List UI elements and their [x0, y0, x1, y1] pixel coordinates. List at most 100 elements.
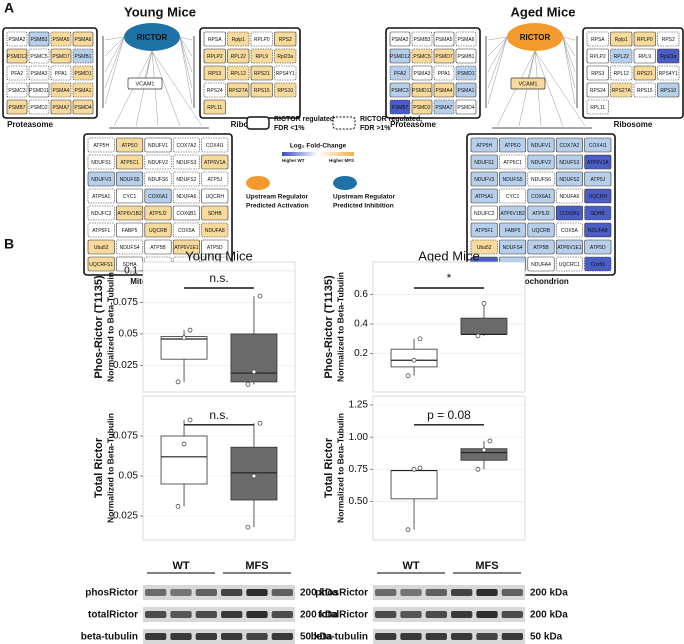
- gene-node: [499, 154, 527, 170]
- blot-band: [246, 611, 268, 618]
- gene-node: [201, 205, 229, 221]
- gene-node: [555, 188, 583, 204]
- panel-label: A: [4, 0, 14, 16]
- gene-node: [527, 222, 555, 238]
- blot-band: [425, 633, 447, 640]
- gene-node: [250, 65, 273, 81]
- gene-label: PSMA5: [436, 37, 453, 43]
- gene-node: [455, 99, 477, 115]
- y-tick-label: 0.2: [354, 348, 368, 359]
- legend-solid: [246, 116, 270, 130]
- gene-label: ATP5J: [207, 177, 222, 183]
- gene-label: ATP6V1A: [204, 160, 226, 166]
- blot-size-label: 200 kDa: [530, 588, 568, 599]
- edge: [562, 36, 576, 89]
- gene-label: UQCRFS1: [89, 262, 113, 268]
- gene-node: [6, 65, 28, 81]
- gene-label: PSMD1: [74, 71, 91, 77]
- gene-node: [201, 171, 229, 187]
- legend-scale-title: Log₂ Fold-Change: [290, 143, 347, 150]
- y-tick-label: 0.075: [113, 297, 138, 308]
- gene-label: COX5A: [178, 228, 196, 234]
- gene-label: Uba52: [477, 245, 492, 251]
- gene-label: COX6B1: [177, 211, 197, 217]
- gene-label: SDHB: [591, 211, 606, 217]
- edge: [179, 36, 193, 73]
- gene-node: [470, 188, 498, 204]
- gene-node: [433, 48, 455, 64]
- legend-scale-low: Higher WT: [282, 158, 305, 163]
- blot-row-label: totalRictor: [318, 610, 368, 621]
- gene-node: [172, 188, 200, 204]
- gene-node: [470, 239, 498, 255]
- gene-label: RPS4Y1: [659, 71, 678, 77]
- gene-node: [87, 222, 115, 238]
- gene-node: [555, 239, 583, 255]
- gene-label: PSMC3: [8, 88, 25, 94]
- gene-node: [50, 65, 72, 81]
- edge: [179, 36, 193, 89]
- gene-label: ATP5H: [476, 143, 492, 149]
- data-point: [251, 473, 257, 479]
- gene-node: [455, 82, 477, 98]
- gene-node: [144, 222, 172, 238]
- gene-label: UQCRC1: [559, 262, 580, 268]
- data-point: [487, 438, 493, 444]
- gene-node: [116, 137, 144, 153]
- gene-node: [411, 65, 433, 81]
- y-tick-label: 1.00: [349, 432, 369, 443]
- gene-label: NDUFS4: [120, 245, 140, 251]
- gene-node: [201, 137, 229, 153]
- gene-label: PSMB3: [414, 37, 431, 43]
- gene-node: [527, 171, 555, 187]
- gene-label: RPL12: [614, 71, 630, 77]
- blot-band: [170, 633, 192, 640]
- gene-label: NDUFS3: [176, 160, 196, 166]
- gene-node: [144, 137, 172, 153]
- data-point: [257, 420, 263, 426]
- blot-size-label: 200 kDa: [300, 610, 338, 621]
- legend-gradient: [282, 152, 354, 156]
- blot-band: [375, 611, 397, 618]
- gene-node: [527, 239, 555, 255]
- blot-strip: [373, 607, 525, 622]
- data-point: [251, 369, 257, 375]
- gene-label: ATP5A1: [92, 194, 110, 200]
- column-title: Young Mice: [185, 248, 252, 263]
- blot-band: [145, 589, 167, 596]
- gene-label: NDUFA4: [531, 262, 551, 268]
- gene-label: NDUFV3: [91, 177, 111, 183]
- gene-node: [227, 31, 250, 47]
- y-tick-label: 0.05: [119, 329, 139, 340]
- legend-text: RICTOR regulated,: [360, 116, 422, 123]
- gene-label: RPS10: [277, 88, 293, 94]
- gene-node: [116, 205, 144, 221]
- data-point: [175, 379, 181, 385]
- edge: [534, 50, 586, 127]
- gene-label: PSMA1: [75, 88, 92, 94]
- blot-size-label: 200 kDa: [300, 588, 338, 599]
- plot-frame: [372, 395, 526, 541]
- gene-node: [633, 48, 656, 64]
- gene-node: [610, 31, 633, 47]
- gene-label: ATP5O: [122, 143, 138, 149]
- gene-node: [203, 48, 226, 64]
- significance-label: n.s.: [209, 408, 228, 422]
- edge: [104, 36, 125, 57]
- gene-node: [144, 205, 172, 221]
- data-point: [417, 336, 423, 342]
- blot-band: [451, 633, 473, 640]
- gene-label: RPSA: [591, 37, 605, 43]
- gene-node: [172, 137, 200, 153]
- box: [230, 446, 278, 501]
- gene-node: [87, 171, 115, 187]
- significance-label: *: [447, 271, 452, 285]
- gene-node: [584, 137, 612, 153]
- blot-band: [501, 589, 523, 596]
- gene-label: NDUFS5: [503, 177, 523, 183]
- gene-node: [555, 222, 583, 238]
- gene-node: [555, 256, 583, 272]
- gene-label: PSMD2: [413, 105, 430, 111]
- data-point: [417, 465, 423, 471]
